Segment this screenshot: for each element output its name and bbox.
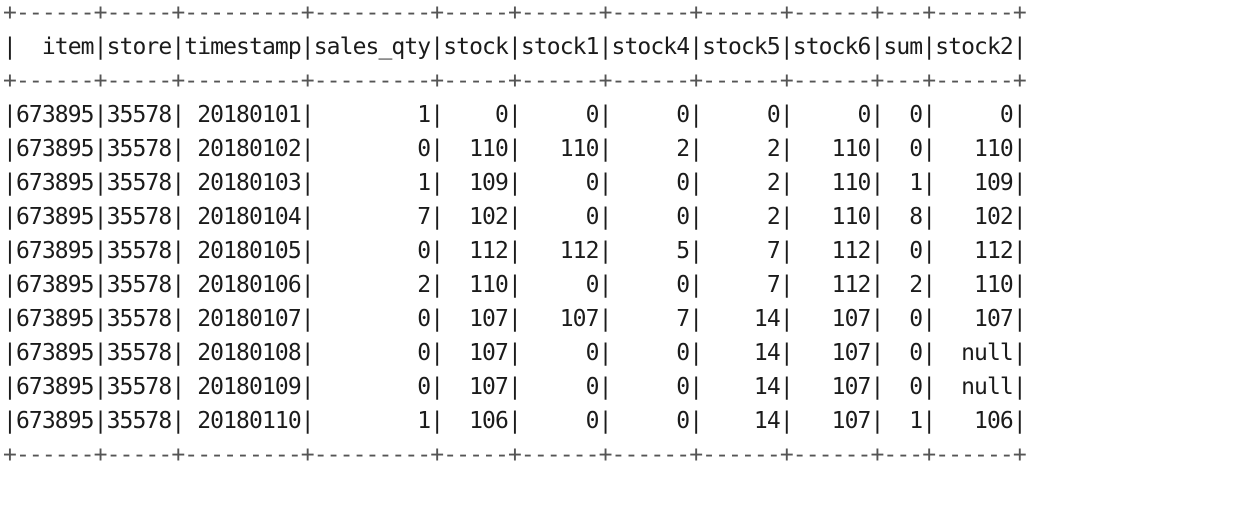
table-border-bottom: +------+-----+---------+---------+-----+… xyxy=(3,442,1027,468)
table-row: |673895|35578| 20180106| 2| 110| 0| 0| 7… xyxy=(3,272,1027,298)
table-row: |673895|35578| 20180107| 0| 107| 107| 7|… xyxy=(3,306,1027,332)
table-row: |673895|35578| 20180103| 1| 109| 0| 0| 2… xyxy=(3,170,1027,196)
table-body: |673895|35578| 20180101| 1| 0| 0| 0| 0| … xyxy=(3,98,1027,438)
table-row: |673895|35578| 20180105| 0| 112| 112| 5|… xyxy=(3,238,1027,264)
table-row: |673895|35578| 20180102| 0| 110| 110| 2|… xyxy=(3,136,1027,162)
table-row: |673895|35578| 20180108| 0| 107| 0| 0| 1… xyxy=(3,340,1027,366)
table-row: |673895|35578| 20180109| 0| 107| 0| 0| 1… xyxy=(3,374,1027,400)
table-row: |673895|35578| 20180104| 7| 102| 0| 0| 2… xyxy=(3,204,1027,230)
table-row: |673895|35578| 20180101| 1| 0| 0| 0| 0| … xyxy=(3,102,1027,128)
dataframe-table: +------+-----+---------+---------+-----+… xyxy=(3,0,1027,472)
table-row: |673895|35578| 20180110| 1| 106| 0| 0| 1… xyxy=(3,408,1027,434)
table-border-header: +------+-----+---------+---------+-----+… xyxy=(3,68,1027,94)
table-border-top: +------+-----+---------+---------+-----+… xyxy=(3,0,1027,26)
table-header-row: | item|store|timestamp|sales_qty|stock|s… xyxy=(3,34,1027,60)
